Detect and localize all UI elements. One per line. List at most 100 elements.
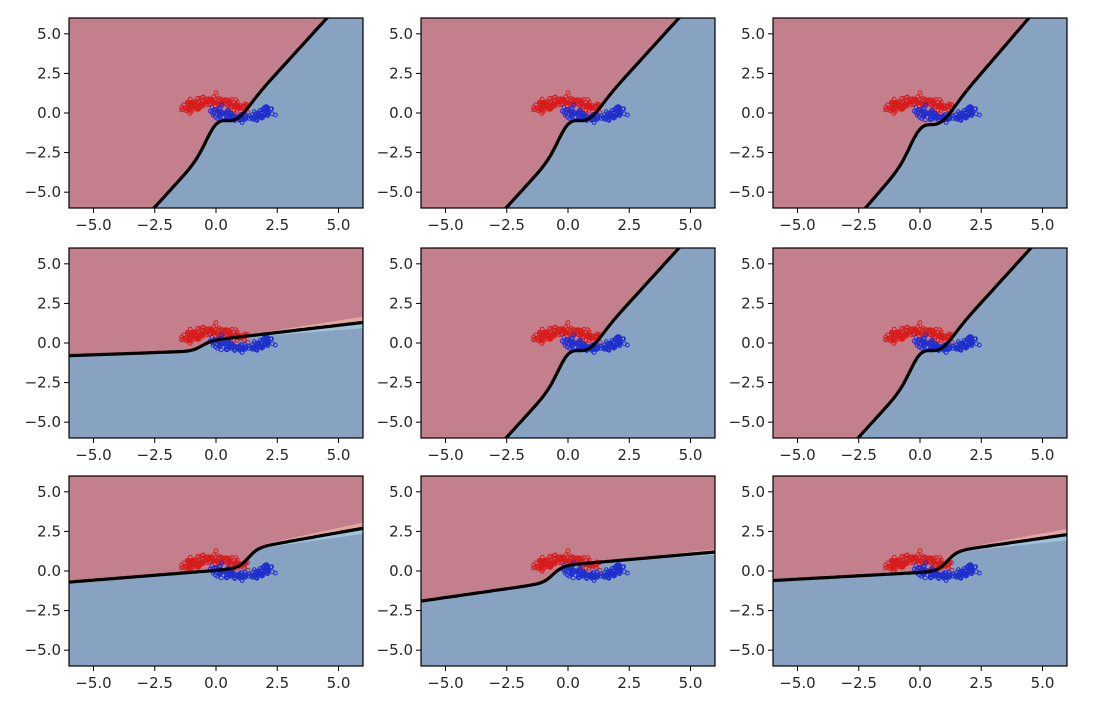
point-class-b <box>599 345 604 351</box>
x-tick-label: −2.5 <box>841 674 877 692</box>
point-class-b <box>264 340 270 346</box>
point-class-a <box>188 338 194 344</box>
y-tick-label: 2.5 <box>741 294 765 312</box>
point-class-b <box>606 575 612 581</box>
point-class-b <box>977 112 982 118</box>
y-tick-label: −5.0 <box>377 641 413 659</box>
y-tick-label: 0.0 <box>37 104 61 122</box>
subplot-8: −5.0 −2.5 0.0 2.5 5.0 5.0 2.5 0.0 −2.5 −5.0 <box>377 475 716 692</box>
point-class-a <box>883 107 888 113</box>
point-class-b <box>611 573 617 579</box>
point-class-a <box>587 334 593 340</box>
point-class-a <box>200 552 206 558</box>
y-tick-label: 0.0 <box>741 334 765 352</box>
point-class-a <box>917 548 923 554</box>
point-class-a <box>565 548 571 554</box>
point-class-b <box>611 345 616 350</box>
point-class-a <box>561 328 567 334</box>
point-class-b <box>613 337 619 343</box>
region-class-a <box>69 476 363 583</box>
point-class-b <box>917 108 923 113</box>
point-class-b <box>969 112 975 118</box>
point-class-b <box>261 565 267 570</box>
point-class-a <box>580 334 586 340</box>
point-class-a <box>909 97 914 103</box>
point-class-a <box>540 100 545 106</box>
point-class-b <box>963 115 968 120</box>
point-class-a <box>204 332 210 338</box>
subplot-6: −5.0 −2.5 0.0 2.5 5.0 5.0 2.5 0.0 −2.5 −5.0 <box>729 247 1068 464</box>
x-tick-label: −5.0 <box>427 674 463 692</box>
point-class-b <box>581 569 587 574</box>
point-class-a <box>194 333 200 338</box>
point-class-b <box>215 574 220 579</box>
x-tick-label: 2.5 <box>265 216 289 234</box>
y-tick-label: −5.0 <box>377 183 413 201</box>
point-class-b <box>923 102 929 108</box>
scatter-points <box>531 548 630 583</box>
point-class-b <box>229 341 235 346</box>
y-tick-label: 2.5 <box>741 64 765 82</box>
point-class-a <box>200 332 206 338</box>
point-class-b <box>567 346 572 351</box>
point-class-b <box>613 565 619 570</box>
point-class-b <box>951 345 956 351</box>
point-class-b <box>958 347 964 353</box>
point-class-a <box>199 327 205 333</box>
point-class-a <box>552 552 558 558</box>
point-class-b <box>265 342 271 348</box>
decision-boundary <box>69 320 363 358</box>
x-tick-label: −2.5 <box>841 216 877 234</box>
x-tick-label: 2.5 <box>969 674 993 692</box>
y-tick-label: −2.5 <box>729 602 765 620</box>
point-class-a <box>531 104 537 110</box>
point-class-b <box>965 337 971 343</box>
point-class-a <box>179 562 185 568</box>
point-class-b <box>922 575 928 581</box>
point-class-b <box>977 570 982 576</box>
point-class-b <box>231 572 237 578</box>
point-class-b <box>250 342 255 348</box>
point-class-a <box>195 325 201 331</box>
point-class-a <box>546 561 552 566</box>
point-class-a <box>179 334 185 340</box>
point-class-a <box>947 103 953 108</box>
point-class-a <box>920 95 925 101</box>
y-tick-label: 5.0 <box>741 483 765 501</box>
point-class-b <box>221 110 227 116</box>
point-class-b <box>264 568 270 574</box>
region-class-a <box>421 248 679 438</box>
region-class-a <box>421 18 679 208</box>
point-class-b <box>265 112 271 118</box>
point-class-a <box>531 107 536 113</box>
point-class-a <box>883 337 888 343</box>
point-class-a <box>179 565 184 571</box>
point-class-a <box>922 326 928 332</box>
point-class-b <box>933 341 939 346</box>
point-class-a <box>179 337 184 343</box>
point-class-b <box>935 572 941 578</box>
x-tick-label: 5.0 <box>679 674 703 692</box>
region-class-a <box>69 18 327 208</box>
x-tick-label: 2.5 <box>969 446 993 464</box>
point-class-a <box>931 558 937 564</box>
point-class-b <box>940 574 945 580</box>
y-tick-label: 5.0 <box>389 25 413 43</box>
point-class-a <box>920 553 925 559</box>
point-class-b <box>224 347 229 353</box>
point-class-a <box>531 337 536 343</box>
point-class-a <box>556 102 562 108</box>
point-class-b <box>969 342 975 348</box>
decision-boundary <box>773 532 1067 583</box>
point-class-b <box>231 344 237 350</box>
y-tick-label: −2.5 <box>377 374 413 392</box>
y-tick-label: −5.0 <box>729 641 765 659</box>
point-class-a <box>938 329 944 335</box>
point-class-b <box>594 573 600 578</box>
point-class-a <box>547 325 552 331</box>
point-class-a <box>579 100 585 106</box>
point-class-b <box>268 336 274 342</box>
point-class-b <box>917 338 923 344</box>
point-class-a <box>892 100 897 106</box>
point-class-a <box>216 95 222 101</box>
